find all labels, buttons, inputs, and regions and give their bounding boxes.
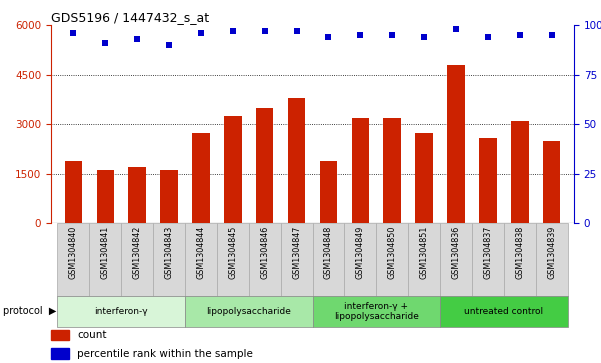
- Text: GSM1304836: GSM1304836: [451, 225, 460, 279]
- Bar: [65, 160, 82, 223]
- Bar: [447, 65, 465, 223]
- Bar: [383, 118, 401, 223]
- Bar: [97, 171, 114, 223]
- Bar: [256, 108, 273, 223]
- Bar: [320, 160, 337, 223]
- Bar: [352, 118, 369, 223]
- Text: GSM1304841: GSM1304841: [101, 225, 110, 279]
- Point: [228, 28, 237, 34]
- Bar: [313, 223, 344, 296]
- Text: GSM1304838: GSM1304838: [515, 225, 524, 279]
- Text: GSM1304843: GSM1304843: [165, 225, 174, 279]
- Text: protocol  ▶: protocol ▶: [3, 306, 56, 316]
- Bar: [479, 138, 496, 223]
- Text: GSM1304842: GSM1304842: [133, 225, 142, 279]
- Point: [451, 26, 461, 32]
- Bar: [313, 296, 440, 327]
- Bar: [51, 348, 69, 359]
- Text: percentile rank within the sample: percentile rank within the sample: [77, 348, 253, 359]
- Bar: [224, 116, 242, 223]
- Bar: [472, 223, 504, 296]
- Text: GSM1304847: GSM1304847: [292, 225, 301, 279]
- Point: [419, 34, 429, 40]
- Bar: [511, 121, 528, 223]
- Point: [69, 30, 78, 36]
- Point: [515, 32, 525, 38]
- Point: [196, 30, 206, 36]
- Text: count: count: [77, 330, 107, 340]
- Bar: [504, 223, 535, 296]
- Text: GSM1304850: GSM1304850: [388, 225, 397, 279]
- Text: GSM1304845: GSM1304845: [228, 225, 237, 279]
- Point: [164, 42, 174, 48]
- Bar: [160, 171, 178, 223]
- Bar: [51, 330, 69, 340]
- Text: lipopolysaccharide: lipopolysaccharide: [206, 307, 291, 316]
- Bar: [543, 141, 560, 223]
- Bar: [153, 223, 185, 296]
- Bar: [288, 98, 305, 223]
- Bar: [185, 223, 217, 296]
- Text: GSM1304839: GSM1304839: [547, 225, 556, 279]
- Bar: [58, 296, 185, 327]
- Text: GSM1304849: GSM1304849: [356, 225, 365, 279]
- Bar: [408, 223, 440, 296]
- Bar: [90, 223, 121, 296]
- Bar: [415, 132, 433, 223]
- Bar: [440, 223, 472, 296]
- Bar: [440, 296, 567, 327]
- Bar: [344, 223, 376, 296]
- Point: [260, 28, 269, 34]
- Bar: [185, 296, 313, 327]
- Point: [132, 36, 142, 42]
- Bar: [121, 223, 153, 296]
- Text: GSM1304846: GSM1304846: [260, 225, 269, 279]
- Point: [100, 40, 110, 46]
- Text: interferon-γ: interferon-γ: [94, 307, 148, 316]
- Bar: [281, 223, 313, 296]
- Bar: [249, 223, 281, 296]
- Point: [356, 32, 365, 38]
- Text: GDS5196 / 1447432_s_at: GDS5196 / 1447432_s_at: [51, 11, 209, 24]
- Bar: [192, 132, 210, 223]
- Text: GSM1304848: GSM1304848: [324, 225, 333, 279]
- Text: interferon-γ +
lipopolysaccharide: interferon-γ + lipopolysaccharide: [334, 302, 419, 321]
- Point: [324, 34, 334, 40]
- Point: [483, 34, 493, 40]
- Text: GSM1304837: GSM1304837: [483, 225, 492, 279]
- Text: GSM1304844: GSM1304844: [197, 225, 206, 279]
- Point: [547, 32, 557, 38]
- Bar: [217, 223, 249, 296]
- Point: [388, 32, 397, 38]
- Bar: [535, 223, 567, 296]
- Point: [291, 28, 301, 34]
- Bar: [376, 223, 408, 296]
- Text: GSM1304851: GSM1304851: [419, 225, 429, 279]
- Bar: [129, 167, 146, 223]
- Text: untreated control: untreated control: [464, 307, 543, 316]
- Text: GSM1304840: GSM1304840: [69, 225, 78, 279]
- Bar: [58, 223, 90, 296]
